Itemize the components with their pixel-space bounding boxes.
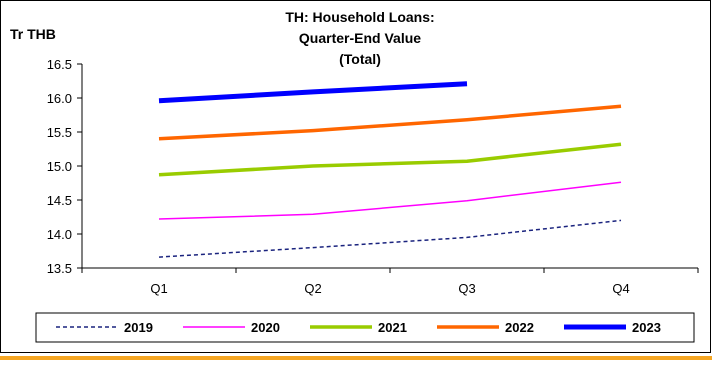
series-line-2023	[158, 81, 468, 104]
y-tick-label: 16.0	[47, 91, 72, 106]
x-tick-label: Q4	[612, 281, 629, 296]
x-axis-ticks: Q1 Q2 Q3 Q4	[81, 268, 699, 296]
y-tick-label: 16.5	[47, 57, 72, 72]
legend-label-2019: 2019	[124, 320, 153, 335]
y-tick-label: 15.5	[47, 125, 72, 140]
chart-title-line-1: TH: Household Loans:	[285, 9, 434, 25]
x-tick-label: Q3	[458, 281, 475, 296]
legend-label-2020: 2020	[251, 320, 280, 335]
y-tick-label: 15.0	[47, 159, 72, 174]
x-tick-label: Q1	[150, 281, 167, 296]
series-line-2022	[158, 104, 622, 141]
chart-title-line-3: (Total)	[339, 51, 381, 67]
series-line-2021	[158, 142, 622, 177]
y-axis-ticks: 16.5 16.0 15.5 15.0 14.5 14.0 13.5	[47, 57, 82, 276]
series-line-2019	[158, 219, 622, 258]
legend: 2019 2020 2021 2022 2023	[56, 320, 661, 335]
y-tick-label: 14.5	[47, 193, 72, 208]
legend-label-2023: 2023	[632, 320, 661, 335]
x-tick-label: Q2	[304, 281, 321, 296]
series-line-2020	[158, 181, 622, 220]
y-axis-label: Tr THB	[10, 26, 56, 42]
chart-title-line-2: Quarter-End Value	[299, 30, 421, 46]
legend-label-2021: 2021	[378, 320, 407, 335]
chart-frame	[0, 0, 711, 353]
footer-rule	[0, 356, 712, 360]
y-tick-label: 13.5	[47, 261, 72, 276]
series-lines	[158, 81, 622, 258]
y-tick-label: 14.0	[47, 227, 72, 242]
legend-label-2022: 2022	[505, 320, 534, 335]
